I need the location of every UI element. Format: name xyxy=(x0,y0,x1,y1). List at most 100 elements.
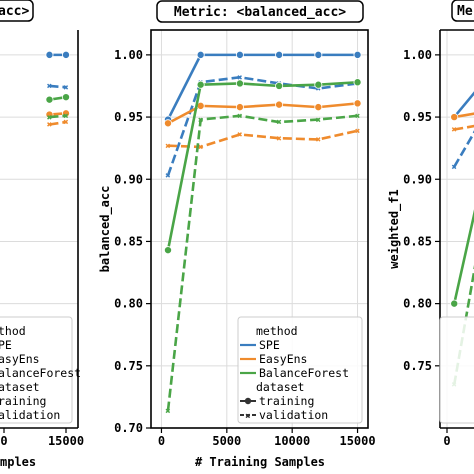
middle-legend-method: method xyxy=(256,324,298,338)
middle-point-easyens-training-5 xyxy=(353,99,362,108)
right-ylabel: weighted_f1 xyxy=(387,189,402,268)
right-panel: Me 0.750.800.850.900.951.00 ✖✖✖✖✖✖ 0 wei… xyxy=(387,0,474,448)
right-line-easyens-training xyxy=(454,112,474,119)
middle-legend-easyens: EasyEns xyxy=(259,352,307,366)
middle-plot-area: ✖✖✖✖✖✖✖✖✖✖✖✖✖✖✖✖✖✖ xyxy=(163,50,362,417)
middle-point-spe-training-3 xyxy=(275,50,284,59)
right-title: Me xyxy=(457,4,473,19)
middle-ytick-1: 0.75 xyxy=(114,359,143,373)
right-ytick-5: 1.00 xyxy=(403,48,432,62)
right-legend-box xyxy=(439,316,474,424)
left-xtick-1: 15000 xyxy=(48,434,84,448)
left-line-easyens-validation xyxy=(49,120,67,126)
left-title: acc> xyxy=(0,4,29,19)
left-point-spe-training-0 xyxy=(45,50,54,59)
middle-point-balanceforest-validation-5: ✖ xyxy=(355,112,360,122)
middle-legend-spe: SPE xyxy=(259,338,280,352)
left-point-balanceforest-validation-1: ✖ xyxy=(63,112,68,122)
right-line-easyens-validation xyxy=(454,124,474,131)
middle-point-balanceforest-training-5 xyxy=(353,78,362,87)
right-line-balanceforest-training xyxy=(452,209,474,304)
middle-point-balanceforest-validation-0: ✖ xyxy=(165,407,170,417)
middle-point-easyens-validation-4: ✖ xyxy=(316,136,321,146)
left-plot-area: ✖ ✖✖ ✖✖ ✖ xyxy=(0,50,78,305)
middle-point-balanceforest-training-4 xyxy=(314,80,323,89)
legend-training-marker xyxy=(244,397,252,405)
left-legend-easyens: asyEns xyxy=(0,352,40,366)
left-point-balanceforest-validation-0: ✖ xyxy=(47,113,52,123)
left-point-balanceforest-training-0 xyxy=(45,95,54,104)
middle-axes-frame xyxy=(150,29,369,429)
left-xlabel: mples xyxy=(0,455,36,469)
middle-point-balanceforest-validation-1: ✖ xyxy=(198,116,203,126)
middle-line-spe-training xyxy=(166,53,358,121)
left-point-easyens-validation-1: ✖ xyxy=(63,118,68,128)
right-point-easyens-training-0 xyxy=(450,113,459,122)
middle-xtick-3: 15000 xyxy=(339,434,375,448)
middle-legend-balanceforest: BalanceForest xyxy=(259,366,349,380)
right-ytick-1: 0.80 xyxy=(403,297,432,311)
left-legend-dataset: ataset xyxy=(0,380,40,394)
right-point-balanceforest-training-0 xyxy=(450,299,459,308)
middle-point-spe-validation-2: ✖ xyxy=(237,73,242,83)
middle-x-ticks: 0 5000 10000 15000 xyxy=(158,428,376,448)
middle-point-easyens-validation-5: ✖ xyxy=(355,127,360,137)
middle-point-balanceforest-training-2 xyxy=(235,79,244,88)
middle-legend-training: training xyxy=(259,394,314,408)
middle-point-spe-training-4 xyxy=(314,50,323,59)
right-ytick-4: 0.95 xyxy=(403,110,432,124)
middle-point-balanceforest-validation-3: ✖ xyxy=(276,118,281,128)
left-legend-method: thod xyxy=(0,324,26,338)
legend-validation-marker: ✖ xyxy=(245,412,250,422)
right-ytick-3: 0.90 xyxy=(403,172,432,186)
middle-xlabel: # Training Samples xyxy=(195,455,325,469)
middle-line-spe-validation xyxy=(166,75,358,176)
middle-point-easyens-training-4 xyxy=(314,103,323,112)
left-point-spe-validation-1: ✖ xyxy=(63,83,68,93)
middle-point-easyens-validation-1: ✖ xyxy=(198,143,203,153)
left-title-box: acc> xyxy=(0,0,34,22)
right-point-spe-validation-0: ✖ xyxy=(452,163,457,173)
left-point-spe-training-1 xyxy=(62,50,71,59)
middle-panel: Metric: <balanced_acc> 0.700.750.800.850… xyxy=(98,0,376,469)
middle-point-balanceforest-training-3 xyxy=(275,81,284,90)
middle-point-spe-validation-0: ✖ xyxy=(165,172,170,182)
middle-point-balanceforest-training-0 xyxy=(163,246,172,255)
right-ytick-0: 0.75 xyxy=(403,359,432,373)
middle-legend: method SPE EasyEns BalanceForest dataset… xyxy=(237,316,363,424)
middle-xtick-1: 5000 xyxy=(212,434,241,448)
middle-point-spe-validation-4: ✖ xyxy=(316,85,321,95)
middle-ylabel: balanced_acc xyxy=(98,186,113,273)
middle-y-ticks: 0.70 0.75 0.80 0.85 0.90 0.95 1.00 xyxy=(114,48,151,435)
middle-point-easyens-training-3 xyxy=(275,100,284,109)
left-legend-validation: alidation xyxy=(0,408,60,422)
middle-point-balanceforest-training-1 xyxy=(196,80,205,89)
middle-legend-dataset: dataset xyxy=(256,380,304,394)
middle-xtick-2: 10000 xyxy=(274,434,310,448)
middle-ytick-6: 1.00 xyxy=(114,48,143,62)
middle-point-balanceforest-validation-4: ✖ xyxy=(316,116,321,126)
left-legend-spe: PE xyxy=(0,338,12,352)
left-line-spe-validation xyxy=(49,84,67,89)
middle-point-easyens-training-2 xyxy=(235,103,244,112)
middle-line-balanceforest-validation xyxy=(166,114,358,411)
middle-point-easyens-training-0 xyxy=(163,119,172,128)
right-line-spe-training xyxy=(453,91,474,118)
right-y-ticks: 0.75 0.80 0.85 0.90 0.95 1.00 xyxy=(403,48,440,373)
middle-point-spe-training-1 xyxy=(196,50,205,59)
left-line-balanceforest-validation xyxy=(49,114,67,119)
middle-title-box: Metric: <balanced_acc> xyxy=(156,0,364,23)
middle-title: Metric: <balanced_acc> xyxy=(174,5,346,20)
middle-ytick-5: 0.95 xyxy=(114,110,143,124)
middle-point-spe-training-5 xyxy=(353,50,362,59)
middle-ytick-3: 0.85 xyxy=(114,234,143,248)
left-xtick-0: 0 xyxy=(0,434,7,448)
left-point-spe-validation-0: ✖ xyxy=(47,82,52,92)
right-title-box: Me xyxy=(451,0,474,22)
middle-xtick-0: 0 xyxy=(158,434,165,448)
left-point-balanceforest-training-1 xyxy=(62,93,71,102)
middle-ytick-4: 0.90 xyxy=(114,172,143,186)
right-ytick-2: 0.85 xyxy=(403,234,432,248)
left-point-easyens-validation-0: ✖ xyxy=(47,121,52,131)
